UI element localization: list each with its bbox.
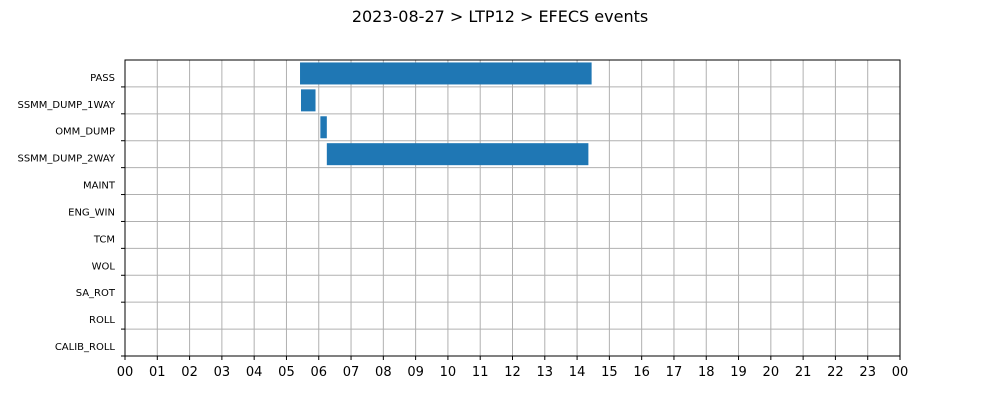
bars-layer bbox=[300, 62, 592, 166]
x-tick-label: 03 bbox=[214, 365, 231, 380]
x-tick-label: 23 bbox=[859, 365, 876, 380]
y-tick-label: CALIB_ROLL bbox=[55, 342, 116, 353]
y-tick-label: TCM bbox=[93, 234, 115, 245]
x-tick-label: 06 bbox=[310, 365, 327, 380]
x-tick-label: 19 bbox=[730, 365, 747, 380]
x-tick-label: 22 bbox=[827, 365, 844, 380]
y-tick-label: ROLL bbox=[89, 315, 115, 326]
y-tick-label: WOL bbox=[92, 261, 116, 272]
event-bar bbox=[320, 116, 327, 139]
y-tick-label: ENG_WIN bbox=[68, 207, 115, 218]
x-tick-label: 09 bbox=[407, 365, 424, 380]
x-tick-label: 12 bbox=[504, 365, 521, 380]
x-tick-label: 04 bbox=[246, 365, 263, 380]
chart-title: 2023-08-27 > LTP12 > EFECS events bbox=[352, 7, 648, 26]
x-tick-label: 07 bbox=[343, 365, 360, 380]
x-tick-label: 17 bbox=[666, 365, 683, 380]
x-tick-label: 02 bbox=[181, 365, 198, 380]
event-bar bbox=[300, 62, 592, 85]
x-tick-label: 16 bbox=[633, 365, 650, 380]
y-tick-label: MAINT bbox=[83, 181, 116, 192]
y-tick-label: SA_ROT bbox=[76, 288, 116, 299]
x-tick-label: 00 bbox=[117, 365, 134, 380]
x-tick-label: 11 bbox=[472, 365, 489, 380]
grid-layer bbox=[124, 60, 901, 356]
y-axis: PASS SSMM_DUMP_1WAY OMM_DUMP SSMM_DUMP_2WAY… bbox=[17, 73, 125, 357]
x-tick-label: 15 bbox=[601, 365, 618, 380]
y-tick-label: SSMM_DUMP_1WAY bbox=[17, 100, 115, 111]
y-tick-label: SSMM_DUMP_2WAY bbox=[17, 154, 115, 165]
x-tick-label: 08 bbox=[375, 365, 392, 380]
x-tick-label: 18 bbox=[698, 365, 715, 380]
y-tick-label: PASS bbox=[90, 73, 115, 84]
x-tick-label: 01 bbox=[149, 365, 166, 380]
x-tick-label: 10 bbox=[440, 365, 457, 380]
x-tick-label: 20 bbox=[763, 365, 780, 380]
x-tick-label: 21 bbox=[795, 365, 812, 380]
y-tick-label: OMM_DUMP bbox=[55, 127, 115, 138]
x-axis: 00 01 02 03 04 05 06 07 08 09 10 11 12 13 14 15 16 17 18 19… bbox=[117, 356, 909, 380]
x-tick-label: 13 bbox=[537, 365, 554, 380]
x-tick-label: 00 bbox=[892, 365, 909, 380]
event-bar bbox=[326, 143, 589, 166]
x-tick-label: 14 bbox=[569, 365, 586, 380]
event-bar bbox=[300, 89, 316, 112]
x-tick-label: 05 bbox=[278, 365, 295, 380]
